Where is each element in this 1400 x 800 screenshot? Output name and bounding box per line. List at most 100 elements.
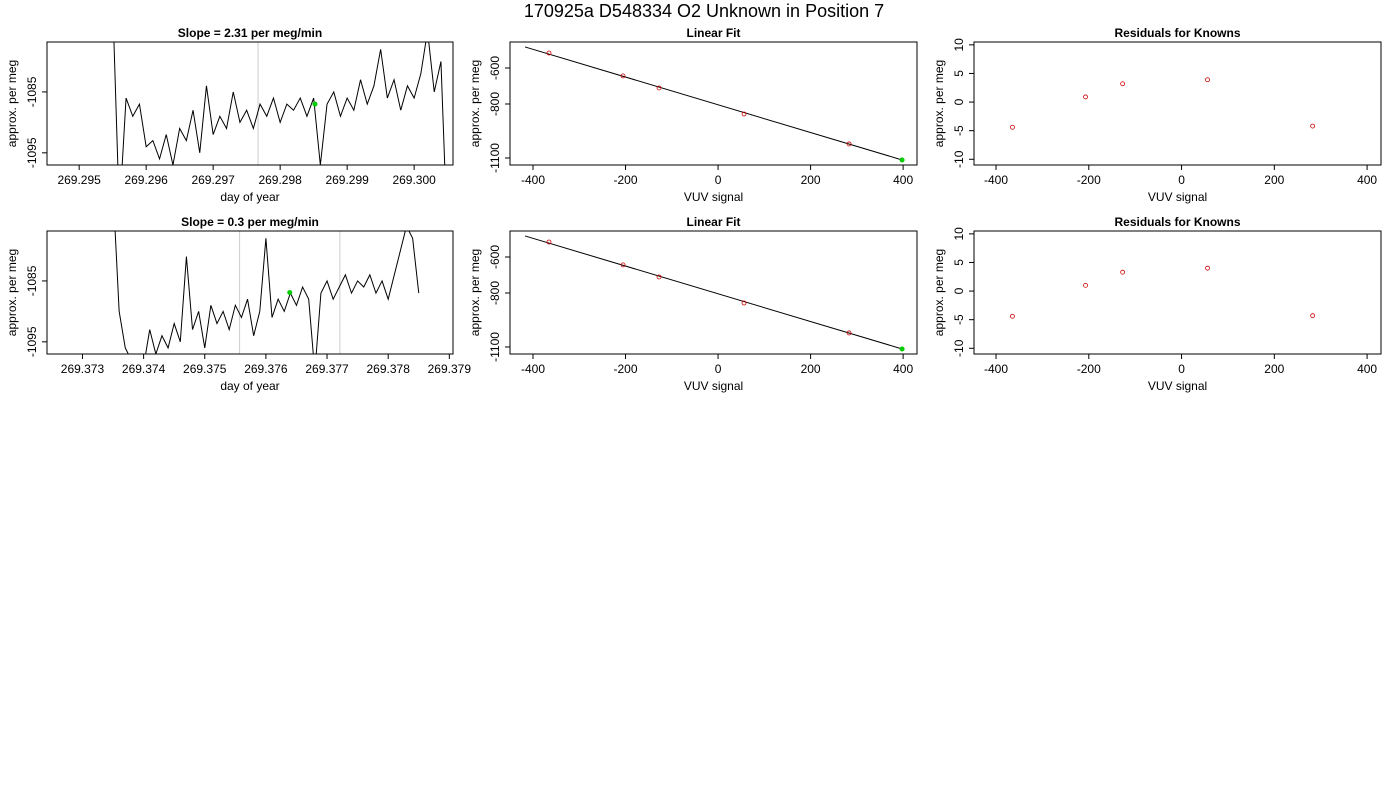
x-tick-label: 0 [715,173,722,187]
x-tick-label: -400 [521,173,545,187]
x-axis-label: day of year [220,190,279,204]
data-point [1205,77,1210,83]
data-point [656,274,662,280]
panel: Linear Fit VUV signal approx. per meg -400 -… [468,26,918,204]
y-tick-label: -1085 [25,265,39,296]
panel-title: Slope = 0.3 per meg/min [181,215,319,229]
plot-area [524,46,905,163]
data-line [113,42,446,165]
x-tick-label: -400 [521,362,545,376]
plot-area [524,235,905,352]
y-tick-label: -800 [488,92,502,116]
x-tick-label: -200 [614,173,638,187]
x-axis-label: day of year [220,379,279,393]
y-tick-label: -600 [488,56,502,80]
page-title: 170925a D548334 O2 Unknown in Position 7 [524,1,884,21]
data-line [114,231,420,354]
panel: Residuals for Knowns VUV signal approx. pe… [932,26,1382,204]
x-tick-label: 200 [1264,173,1284,187]
y-tick-label: 0 [952,98,966,105]
y-tick-label: -1095 [25,137,39,168]
plot-frame [46,41,454,166]
y-tick-label: -10 [952,339,966,357]
plot-frame [46,230,454,355]
panel: Slope = 0.3 per meg/min day of year approx… [5,215,472,393]
y-axis-label: approx. per meg [468,60,482,147]
x-tick-label: -400 [984,173,1008,187]
highlight-point [899,157,905,163]
panel-title: Slope = 2.31 per meg/min [178,26,322,40]
x-tick-label: 269.374 [122,362,166,376]
y-tick-label: -1095 [25,326,39,357]
y-tick-label: -1100 [488,332,502,362]
data-point [846,141,852,147]
y-tick-label: -5 [952,314,966,325]
highlight-point [899,346,905,352]
y-tick-label: 10 [952,227,966,241]
x-tick-label: 269.377 [305,362,349,376]
x-axis-label: VUV signal [684,190,743,204]
y-tick-label: 5 [952,70,966,77]
plot-area [1010,265,1316,319]
y-axis-label: approx. per meg [5,60,19,147]
x-tick-label: -400 [984,362,1008,376]
x-tick-label: 0 [1178,362,1185,376]
x-tick-label: 269.298 [258,173,302,187]
x-tick-label: 269.296 [124,173,168,187]
x-tick-label: 200 [801,173,821,187]
x-tick-label: 200 [1264,362,1284,376]
x-tick-label: 0 [715,362,722,376]
x-tick-label: 269.375 [183,362,227,376]
data-point [846,330,852,336]
y-tick-label: 10 [952,38,966,52]
x-tick-label: 0 [1178,173,1185,187]
y-tick-label: -1085 [25,76,39,107]
highlight-point [287,290,293,295]
panel: Linear Fit VUV signal approx. per meg -400 -… [468,215,918,393]
data-point [1310,313,1316,319]
x-tick-label: 269.300 [392,173,436,187]
data-point [741,111,747,117]
highlight-point [312,101,318,107]
plot-area [113,42,446,165]
data-point [546,239,552,245]
y-axis-label: approx. per meg [468,249,482,336]
data-point [1010,124,1015,130]
panel-title: Linear Fit [686,26,740,40]
plot-area [114,231,420,354]
data-point [620,73,626,79]
plot-frame [509,230,918,355]
y-tick-label: -10 [952,150,966,168]
x-tick-label: 269.376 [244,362,288,376]
x-tick-label: -200 [1077,173,1101,187]
data-point [1120,81,1126,87]
y-axis-label: approx. per meg [5,249,19,336]
x-tick-label: 269.379 [428,362,472,376]
data-point [1205,265,1210,271]
y-tick-label: -5 [952,125,966,136]
x-tick-label: 269.295 [57,173,101,187]
x-axis-label: VUV signal [1148,190,1207,204]
y-tick-label: -800 [488,281,502,305]
x-tick-label: 400 [1357,362,1377,376]
x-tick-label: -200 [614,362,638,376]
x-tick-label: 400 [893,173,913,187]
y-tick-label: -600 [488,245,502,269]
x-tick-label: 269.299 [325,173,369,187]
data-point [656,85,662,91]
fit-line [524,46,903,161]
panel-title: Residuals for Knowns [1114,215,1240,229]
y-tick-label: 5 [952,259,966,266]
data-point [620,262,626,268]
panel: Slope = 2.31 per meg/min day of year appro… [5,26,454,204]
data-point [1310,123,1316,129]
panel-title: Linear Fit [686,215,740,229]
data-point [1083,282,1088,288]
x-tick-label: 400 [1357,173,1377,187]
plot-frame [973,41,1382,166]
x-tick-label: 269.378 [366,362,410,376]
plot-area [1010,77,1316,130]
x-tick-label: 200 [801,362,821,376]
data-point [1010,313,1015,319]
